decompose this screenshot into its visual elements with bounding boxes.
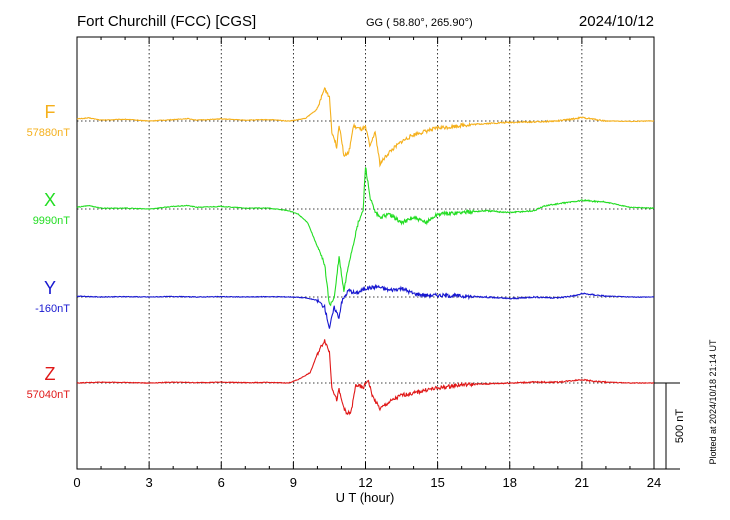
x-tick-label: 12 <box>358 475 372 490</box>
series-labels: F 57880nT X 9990nT Y -160nT Z 57040nT <box>27 102 71 401</box>
x-axis-label: U T (hour) <box>336 490 395 505</box>
chart-date: 2024/10/12 <box>579 13 654 30</box>
x-tick-label: 9 <box>290 475 297 490</box>
scale-bar: 500 nT <box>654 382 686 470</box>
x-tick-label: 18 <box>503 475 517 490</box>
x-tick-label: 6 <box>218 475 225 490</box>
series-baseline-value-x: 9990nT <box>33 215 71 227</box>
series-name-y: Y <box>44 278 56 298</box>
grid-lines <box>148 37 583 469</box>
series-baseline-value-z: 57040nT <box>27 389 71 401</box>
series-name-f: F <box>45 102 56 122</box>
x-tick-label: 3 <box>146 475 153 490</box>
series-line-y <box>76 283 655 329</box>
series-line-z <box>76 339 655 416</box>
plotted-timestamp: Plotted at 2024/10/18 21:14 UT <box>708 339 718 465</box>
series-name-x: X <box>44 190 56 210</box>
baseline-lines <box>77 120 654 384</box>
scale-bar-label: 500 nT <box>674 409 686 444</box>
axis-ticks <box>76 37 655 469</box>
series-line-x <box>76 167 655 307</box>
station-coordinates: GG ( 58.80°, 265.90°) <box>366 17 473 29</box>
x-tick-label: 24 <box>647 475 661 490</box>
series-line-f <box>76 87 655 168</box>
x-tick-label: 21 <box>575 475 589 490</box>
series-baseline-value-f: 57880nT <box>27 127 71 139</box>
x-tick-labels: 0 3 6 9 12 15 18 21 24 <box>73 475 661 490</box>
series-name-z: Z <box>45 364 56 384</box>
series-baseline-value-y: -160nT <box>35 303 70 315</box>
x-tick-label: 0 <box>73 475 80 490</box>
station-title: Fort Churchill (FCC) [CGS] <box>77 13 256 30</box>
x-tick-label: 15 <box>430 475 444 490</box>
series-lines <box>76 87 655 416</box>
